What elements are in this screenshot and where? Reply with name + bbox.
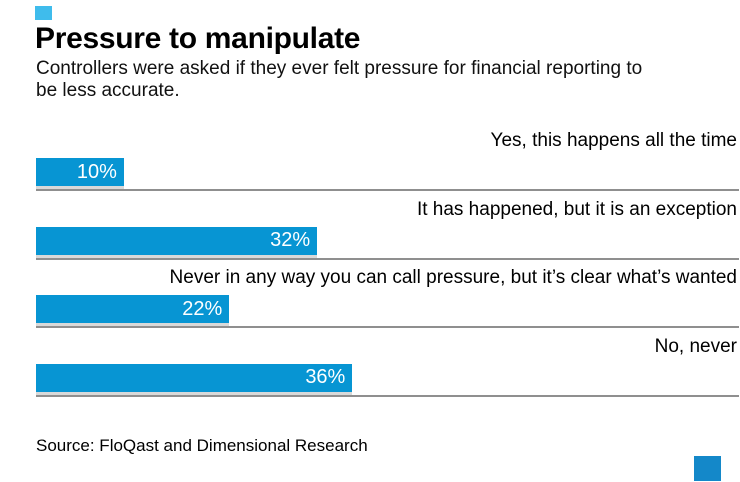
- row-separator: [36, 257, 739, 260]
- chart-row: Yes, this happens all the time 10%: [36, 130, 739, 199]
- bar: 10%: [36, 158, 124, 186]
- source-note: Source: FloQast and Dimensional Research: [36, 436, 368, 455]
- bar: 22%: [36, 295, 230, 323]
- chart-rows: Yes, this happens all the time 10% It ha…: [36, 130, 739, 404]
- bar-label: Never in any way you can call pressure, …: [169, 267, 737, 288]
- chart-row: No, never 36%: [36, 336, 739, 405]
- bar-track: 32%: [36, 226, 739, 255]
- chart-subtitle: Controllers were asked if they ever felt…: [36, 58, 643, 101]
- bar-track: 36%: [36, 363, 739, 392]
- row-separator: [36, 394, 739, 397]
- bar-value: 10%: [76, 160, 117, 183]
- bar-label: Yes, this happens all the time: [490, 130, 737, 151]
- top-left-accent-square: [35, 6, 52, 20]
- bottom-right-accent-square: [694, 456, 721, 481]
- bar-track: 10%: [36, 158, 739, 186]
- bar-label: It has happened, but it is an exception: [416, 198, 737, 220]
- bar-value: 32%: [270, 229, 311, 251]
- chart-row: Never in any way you can call pressure, …: [36, 267, 739, 336]
- chart-row: It has happened, but it is an exception …: [36, 199, 739, 268]
- bar: 32%: [36, 226, 318, 255]
- bar: 36%: [36, 363, 353, 392]
- row-separator: [36, 326, 739, 328]
- bar-value: 36%: [305, 366, 346, 388]
- bar-label: No, never: [654, 335, 737, 357]
- row-separator: [36, 189, 739, 191]
- chart-title: Pressure to manipulate: [35, 22, 361, 55]
- bar-value: 22%: [182, 297, 223, 320]
- bar-track: 22%: [36, 295, 739, 323]
